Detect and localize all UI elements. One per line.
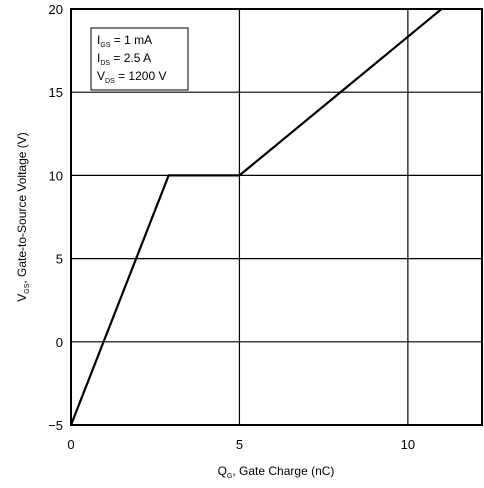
y-tick-label: 5: [56, 252, 63, 267]
y-tick-label: −5: [48, 418, 63, 433]
y-tick-label: 10: [49, 168, 63, 183]
grid: [71, 9, 482, 425]
y-tick-label: 15: [49, 85, 63, 100]
plot-frame: [70, 8, 483, 426]
gate-charge-curve: [69, 8, 443, 426]
condition-line: IDS = 2.5 A: [97, 51, 151, 67]
condition-line: IGS = 1 mA: [97, 33, 152, 49]
x-tick-label: 10: [401, 437, 415, 452]
x-tick-label: 5: [236, 437, 243, 452]
y-axis-label: VGS, Gate-to-Source Voltage (V): [15, 132, 31, 302]
y-tick-label: 20: [49, 2, 63, 17]
tick-labels: 20 15 10 5 0 −5 0 5 10: [48, 2, 415, 452]
x-axis-label: QG, Gate Charge (nC): [218, 464, 335, 480]
condition-line: VDS = 1200 V: [97, 69, 166, 85]
conditions-box: [90, 27, 189, 91]
y-tick-label: 0: [56, 335, 63, 350]
conditions-legend: IGS = 1 mA IDS = 2.5 A VDS = 1200 V: [90, 27, 189, 91]
x-tick-label: 0: [67, 437, 74, 452]
